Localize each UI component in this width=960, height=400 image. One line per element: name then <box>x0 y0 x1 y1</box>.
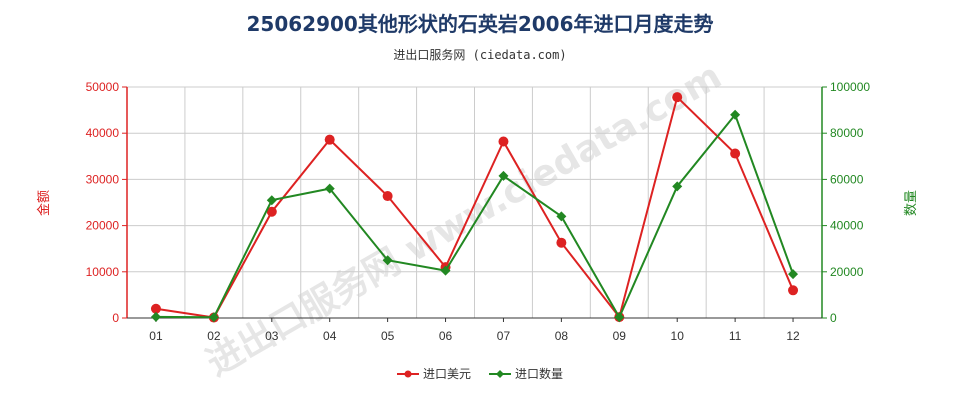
chart-title: 25062900其他形状的石英岩2006年进口月度走势 <box>246 12 714 36</box>
y-tick-label-left: 30000 <box>86 172 120 186</box>
y-axis-label-right: 数量 <box>904 190 919 216</box>
series-line <box>155 95 794 320</box>
y-tick-label-left: 50000 <box>86 80 120 94</box>
y-tick-label-right: 80000 <box>830 126 864 140</box>
data-point <box>208 312 219 323</box>
series-layer <box>150 92 799 323</box>
chart-subtitle: 进出口服务网 (ciedata.com) <box>393 48 567 62</box>
y-tick-label-right: 100000 <box>830 80 870 94</box>
legend-label: 进口美元 <box>423 367 471 381</box>
x-tick-label: 08 <box>555 329 569 343</box>
x-tick-label: 02 <box>207 329 221 343</box>
data-point <box>440 265 451 276</box>
data-point <box>672 92 683 103</box>
y-axis-label-left: 金额 <box>36 190 52 216</box>
data-point <box>788 285 799 296</box>
x-tick-label: 09 <box>613 329 627 343</box>
x-tick-label: 12 <box>786 329 800 343</box>
data-point <box>382 255 393 266</box>
data-point <box>614 312 625 323</box>
legend-swatch-marker <box>496 370 504 378</box>
x-tick-label: 05 <box>381 329 395 343</box>
data-point <box>266 206 277 217</box>
axes: 0 10000 20000 30000 40000 50000 0 20000 40000 600… <box>86 80 871 343</box>
x-tick-label: 07 <box>497 329 511 343</box>
data-point <box>672 181 683 192</box>
data-point <box>266 195 277 206</box>
y-tick-label-right: 40000 <box>830 219 864 233</box>
data-point <box>556 237 567 248</box>
y-tick-label-left: 20000 <box>86 219 120 233</box>
legend-label: 进口数量 <box>515 366 563 381</box>
data-point <box>730 148 741 159</box>
data-point <box>730 109 741 120</box>
x-tick-label: 06 <box>439 329 453 343</box>
data-point <box>788 269 799 280</box>
y-tick-label-left: 40000 <box>86 126 120 140</box>
y-tick-label-left: 10000 <box>86 265 120 279</box>
y-tick-label-left: 0 <box>112 311 119 325</box>
x-tick-label: 04 <box>323 329 337 343</box>
data-point <box>382 191 393 202</box>
legend: 进口美元 进口数量 <box>397 366 563 381</box>
legend-swatch-marker <box>404 370 412 378</box>
x-tick-label: 11 <box>729 329 742 343</box>
data-point <box>324 183 335 194</box>
x-tick-label: 03 <box>265 329 279 343</box>
data-point <box>498 170 509 181</box>
data-point <box>324 134 335 145</box>
y-tick-label-right: 20000 <box>830 265 864 279</box>
series-line <box>155 112 794 320</box>
x-tick-label: 10 <box>671 329 685 343</box>
watermark: 进出口服务网 www.ciedata.com <box>200 56 729 385</box>
data-point <box>498 136 509 147</box>
y-tick-label-right: 60000 <box>830 172 864 186</box>
data-point <box>556 211 567 222</box>
y-tick-label-right: 0 <box>830 311 837 325</box>
data-point <box>150 311 161 322</box>
data-point <box>150 303 161 314</box>
x-tick-label: 01 <box>149 329 163 343</box>
